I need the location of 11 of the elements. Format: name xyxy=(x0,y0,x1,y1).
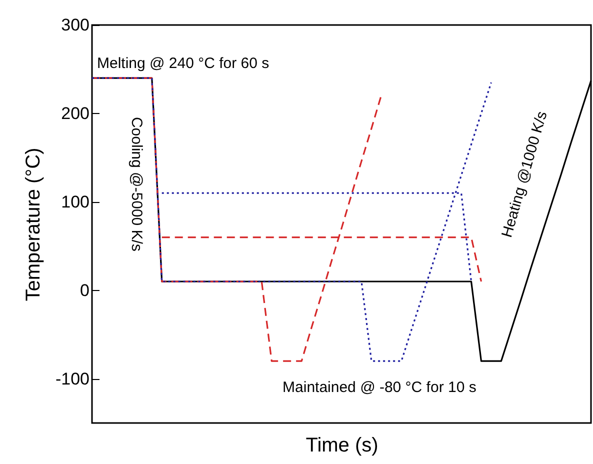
y-tick-label: 200 xyxy=(61,104,90,123)
x-axis-title: Time (s) xyxy=(306,434,378,456)
y-tick-label: 100 xyxy=(61,192,90,212)
y-axis-title: Temperature (°C) xyxy=(22,148,44,302)
line-series xyxy=(91,77,492,362)
annotation: Melting @ 240 °C for 60 s xyxy=(96,54,270,72)
y-tick-label: 0 xyxy=(80,280,90,300)
annotation: Maintained @ -80 °C for 10 s xyxy=(282,379,476,396)
y-tick-label: 300 xyxy=(61,16,90,34)
annotation: Cooling @-5000 K/s xyxy=(128,116,145,252)
y-tick-label: -100 xyxy=(55,369,90,388)
